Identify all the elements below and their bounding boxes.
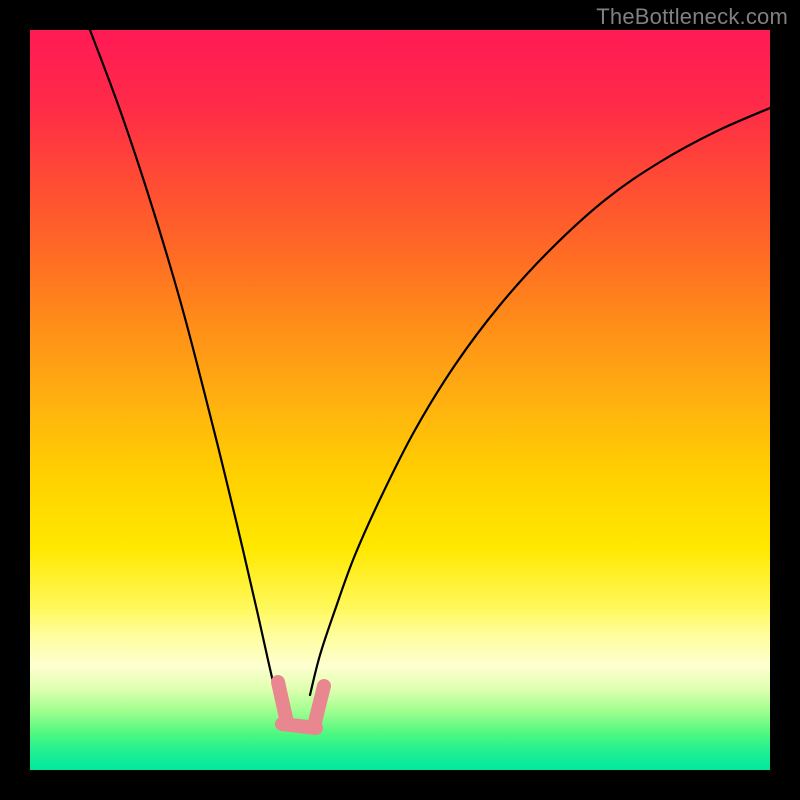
chart-container: TheBottleneck.com — [0, 0, 800, 800]
watermark-text: TheBottleneck.com — [596, 4, 788, 30]
bottleneck-chart — [0, 0, 800, 800]
